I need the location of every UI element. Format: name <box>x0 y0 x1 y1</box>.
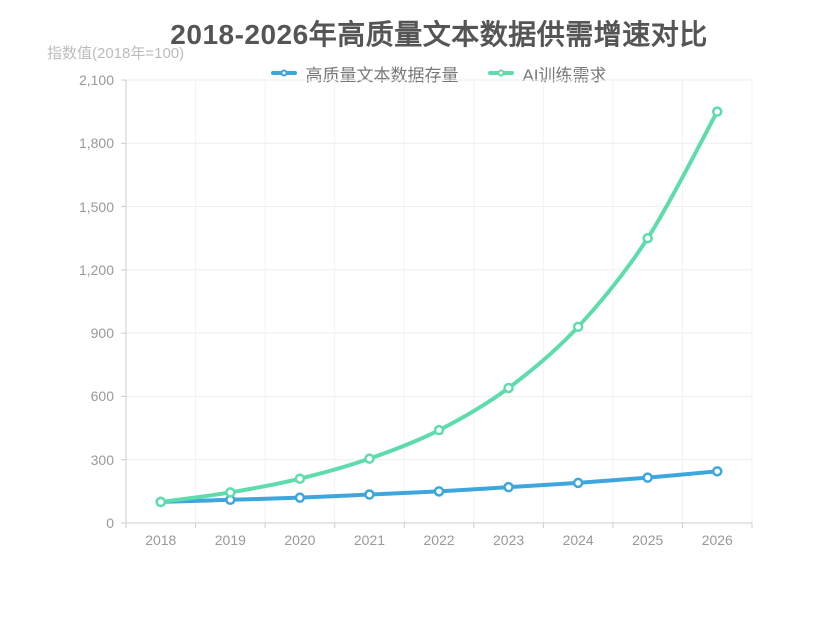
data-point-series-1 <box>711 106 723 117</box>
data-point-series-1 <box>503 382 514 394</box>
data-point-series-1 <box>433 424 445 436</box>
chart-title: 2018-2026年高质量文本数据供需增速对比 <box>170 19 708 50</box>
x-tick-label: 2024 <box>562 532 594 548</box>
data-point-series-1 <box>225 487 236 498</box>
y-tick-label: 1,200 <box>78 261 114 278</box>
data-point-series-0 <box>433 486 445 497</box>
x-axis-labels: 2018 2019 2020 2021 2022 2023 2024 2025 … <box>126 532 752 548</box>
legend-circle-icon <box>280 69 288 77</box>
data-point-series-1 <box>155 496 167 508</box>
y-tick-label: 1,800 <box>78 135 114 152</box>
data-point-series-1 <box>364 453 375 464</box>
data-point-series-0 <box>572 477 584 489</box>
x-tick-label: 2019 <box>214 532 246 548</box>
series-line-1 <box>158 109 720 504</box>
x-tick-label: 2018 <box>145 532 177 548</box>
x-tick-label: 2026 <box>701 532 733 548</box>
x-tick-label: 2020 <box>284 532 316 548</box>
y-tick-label: 1,500 <box>78 198 114 215</box>
data-point-series-0 <box>364 489 375 500</box>
y-tick-label: 300 <box>90 451 114 468</box>
y-tick-label: 0 <box>106 515 114 531</box>
data-point-series-1 <box>572 321 584 333</box>
y-tick-label: 600 <box>90 388 114 405</box>
x-tick-label: 2025 <box>632 532 664 548</box>
data-point-series-0 <box>642 472 653 483</box>
legend-line-marker-icon <box>488 69 515 77</box>
data-point-series-0 <box>503 481 514 493</box>
y-tick-label: 900 <box>90 325 114 342</box>
y-axis-labels: 2,100 1,800 1,500 1,200 900 600 300 0 <box>0 0 114 625</box>
data-point-series-0 <box>711 466 723 477</box>
y-axis-name: 指数值(2018年=100) <box>47 45 185 62</box>
x-tick-label: 2021 <box>353 532 386 548</box>
legend-circle-icon <box>497 69 505 77</box>
data-point-series-1 <box>294 473 306 484</box>
y-tick-label: 2,100 <box>78 72 114 88</box>
x-tick-label: 2022 <box>423 532 455 548</box>
data-point-series-0 <box>294 492 306 503</box>
legend-line-marker-icon <box>271 69 298 77</box>
data-point-series-1 <box>642 232 653 244</box>
x-tick-label: 2023 <box>493 532 525 548</box>
